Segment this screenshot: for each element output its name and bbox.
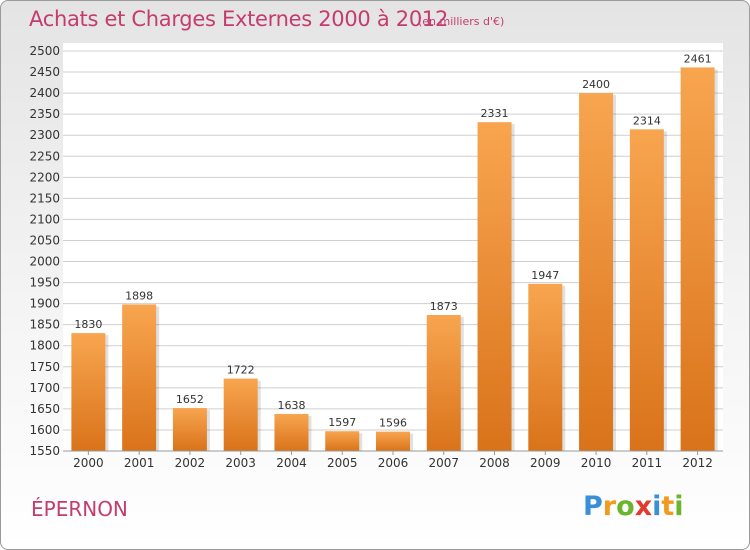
data-label-2010: 2400 — [582, 78, 610, 91]
logo-letter: t — [661, 491, 675, 522]
data-label-2012: 2461 — [684, 52, 712, 65]
x-tick-label-2004: 2004 — [276, 456, 307, 470]
y-tick-label: 2050 — [29, 233, 60, 247]
data-label-2003: 1722 — [227, 364, 255, 377]
y-tick-label: 1650 — [29, 402, 60, 416]
x-tick-label-2002: 2002 — [175, 456, 206, 470]
bar-2012 — [680, 67, 715, 451]
data-label-2004: 1638 — [277, 399, 305, 412]
data-label-2000: 1830 — [74, 318, 102, 331]
data-label-2011: 2314 — [633, 114, 661, 127]
bar-2002 — [172, 408, 207, 451]
bar-2005 — [325, 431, 360, 451]
bar-2007 — [426, 315, 461, 451]
x-tick-label-2009: 2009 — [530, 456, 561, 470]
data-label-2008: 2331 — [481, 107, 509, 120]
x-axis-ticks: 2000 2001 2002 2003 2004 2005 2006 2007 2008 2009… — [73, 451, 713, 470]
bar-2008 — [477, 122, 512, 451]
data-labels: 1830 1898 1652 1722 1638 1597 1596 1873 2331 1947… — [74, 52, 711, 429]
x-tick-label-2008: 2008 — [479, 456, 510, 470]
y-tick-label: 2400 — [29, 86, 60, 100]
y-tick-label: 2000 — [29, 255, 60, 269]
data-label-2001: 1898 — [125, 289, 153, 302]
x-tick-label-2000: 2000 — [73, 456, 104, 470]
x-tick-label-2011: 2011 — [632, 456, 663, 470]
y-tick-label: 1700 — [29, 381, 60, 395]
data-label-2006: 1596 — [379, 417, 407, 430]
y-tick-label: 1950 — [29, 276, 60, 290]
bar-2000 — [71, 333, 106, 451]
x-tick-label-2001: 2001 — [124, 456, 155, 470]
y-axis-ticks: 1550 1600 1650 1700 1750 1800 1850 1900 1950 2000… — [29, 44, 60, 458]
x-tick-label-2005: 2005 — [327, 456, 358, 470]
x-tick-label-2010: 2010 — [581, 456, 612, 470]
bar-2001 — [122, 304, 157, 451]
y-tick-label: 1550 — [29, 444, 60, 458]
bars — [71, 67, 718, 452]
logo-letter: x — [634, 491, 653, 522]
bar-2010 — [579, 93, 614, 452]
plot-area — [63, 43, 723, 451]
bar-2011 — [629, 129, 664, 451]
x-tick-label-2007: 2007 — [428, 456, 459, 470]
y-tick-label: 2450 — [29, 65, 60, 79]
y-tick-label: 2100 — [29, 212, 60, 226]
logo-letter: o — [616, 491, 635, 522]
logo-letter: i — [674, 491, 684, 522]
data-label-2002: 1652 — [176, 393, 204, 406]
data-label-2009: 1947 — [531, 269, 559, 282]
y-tick-label: 1900 — [29, 297, 60, 311]
logo-letter: P — [583, 491, 603, 522]
y-tick-label: 1750 — [29, 360, 60, 374]
logo-letter: i — [652, 491, 662, 522]
y-tick-label: 2200 — [29, 170, 60, 184]
y-tick-label: 2350 — [29, 107, 60, 121]
x-tick-label-2012: 2012 — [682, 456, 713, 470]
city-name: ÉPERNON — [31, 497, 128, 521]
data-label-2005: 1597 — [328, 416, 356, 429]
bar-2009 — [528, 283, 563, 451]
y-tick-label: 1600 — [29, 423, 60, 437]
y-tick-label: 1850 — [29, 318, 60, 332]
y-tick-label: 2500 — [29, 44, 60, 58]
data-label-2007: 1873 — [430, 300, 458, 313]
y-tick-label: 2150 — [29, 191, 60, 205]
logo-letter: r — [602, 491, 617, 522]
bar-2003 — [223, 378, 258, 451]
x-tick-label-2003: 2003 — [225, 456, 256, 470]
x-tick-label-2006: 2006 — [378, 456, 409, 470]
chart-subtitle: (en milliers d'€) — [418, 15, 505, 28]
chart-title: Achats et Charges Externes 2000 à 2012 — [29, 7, 449, 31]
y-tick-label: 2300 — [29, 128, 60, 142]
y-tick-label: 2250 — [29, 149, 60, 163]
bar-2006 — [376, 431, 410, 451]
y-tick-label: 1800 — [29, 339, 60, 353]
bar-2004 — [274, 413, 309, 451]
